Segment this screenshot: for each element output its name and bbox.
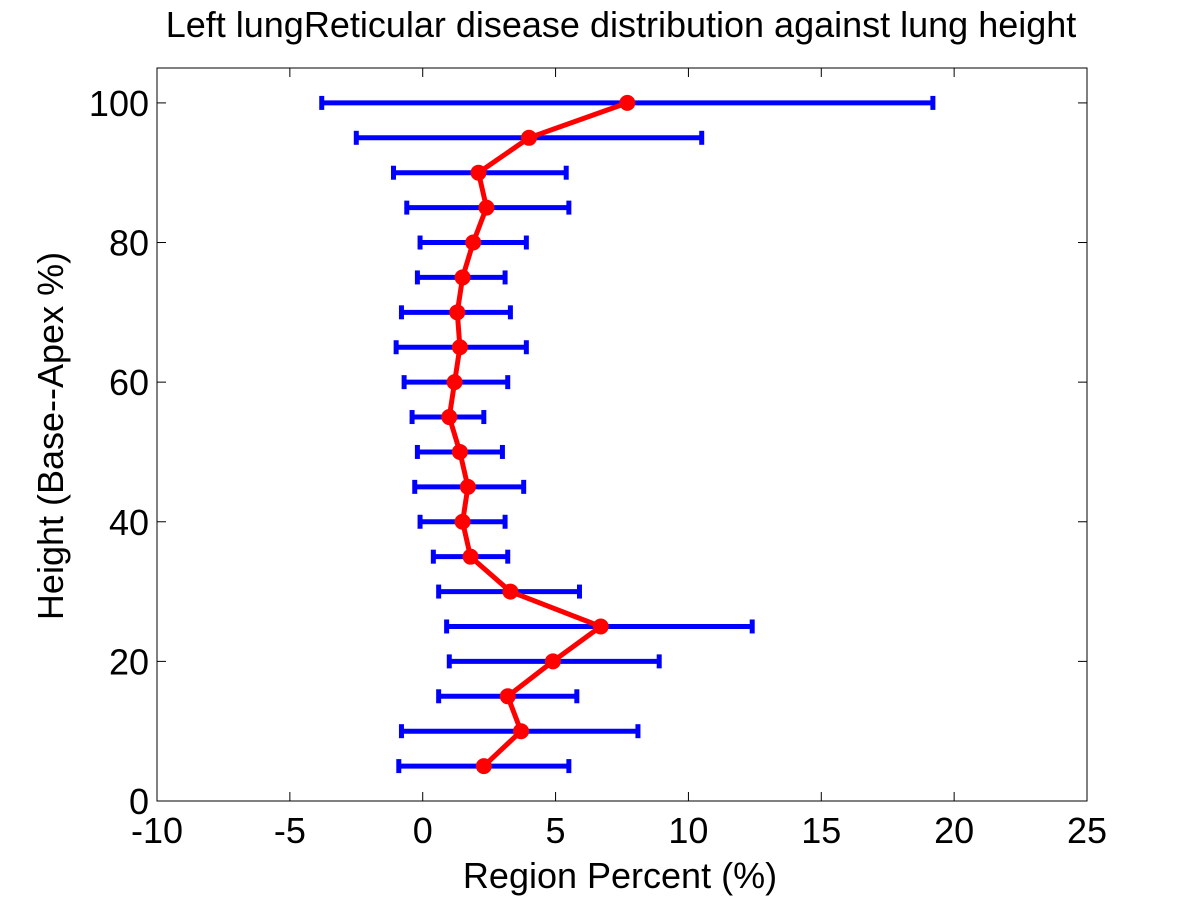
mean-point bbox=[454, 269, 471, 286]
mean-point bbox=[619, 94, 636, 111]
x-tick-label: 10 bbox=[668, 810, 708, 851]
chart-title: Left lungReticular disease distribution … bbox=[166, 4, 1077, 45]
mean-point bbox=[475, 758, 492, 775]
mean-point bbox=[462, 548, 479, 565]
y-tick-label: 40 bbox=[109, 502, 149, 543]
y-tick-label: 80 bbox=[109, 223, 149, 264]
mean-point bbox=[454, 513, 471, 530]
mean-point bbox=[449, 304, 466, 321]
x-axis-label: Region Percent (%) bbox=[463, 855, 777, 896]
x-tick-label: 25 bbox=[1067, 810, 1107, 851]
mean-point bbox=[465, 234, 482, 251]
x-tick-label: -10 bbox=[131, 810, 183, 851]
mean-point bbox=[478, 199, 495, 216]
y-tick-label: 60 bbox=[109, 362, 149, 403]
mean-point bbox=[451, 443, 468, 460]
mean-point bbox=[499, 688, 516, 705]
mean-point bbox=[544, 653, 561, 670]
y-tick-label: 20 bbox=[109, 641, 149, 682]
mean-point bbox=[513, 723, 530, 740]
axes-box bbox=[156, 67, 1088, 802]
mean-point bbox=[441, 409, 458, 426]
mean-point bbox=[451, 339, 468, 356]
mean-point bbox=[592, 618, 609, 635]
x-tick-label: -5 bbox=[274, 810, 306, 851]
y-tick-label: 100 bbox=[89, 83, 149, 124]
x-tick-label: 5 bbox=[546, 810, 566, 851]
x-tick-label: 0 bbox=[413, 810, 433, 851]
mean-point bbox=[502, 583, 519, 600]
mean-point bbox=[470, 164, 487, 181]
mean-point bbox=[446, 374, 463, 391]
x-tick-label: 15 bbox=[801, 810, 841, 851]
y-tick-label: 0 bbox=[129, 781, 149, 822]
plot-area: -10 -5 0 5 10 15 20 25 0 20 40 60 80 100 bbox=[89, 67, 1107, 851]
mean-point bbox=[521, 129, 537, 146]
x-tick-label: 20 bbox=[934, 810, 974, 851]
mean-point bbox=[459, 478, 476, 495]
y-axis-label: Height (Base--Apex %) bbox=[30, 252, 71, 620]
